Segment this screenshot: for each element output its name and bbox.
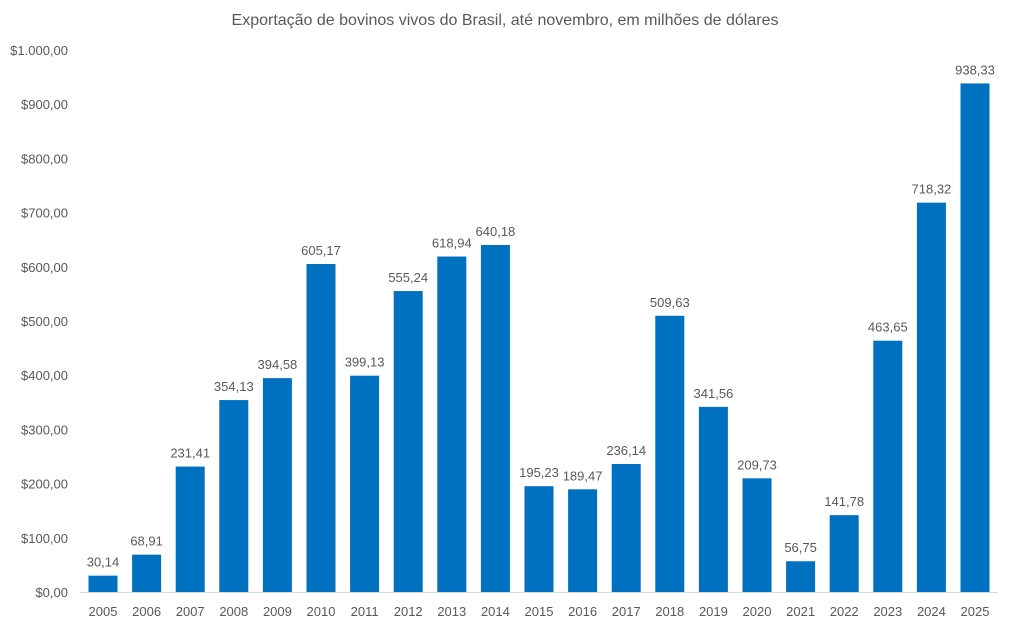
y-tick-label: $300,00 <box>21 422 68 437</box>
y-tick-label: $200,00 <box>21 477 68 492</box>
bar-2023 <box>873 340 903 592</box>
x-tick-label: 2025 <box>961 604 990 619</box>
data-label: 555,24 <box>388 270 428 285</box>
data-label: 640,18 <box>476 224 516 239</box>
bar-2021 <box>786 561 816 592</box>
bar-2018 <box>655 315 685 592</box>
data-label: 56,75 <box>784 540 817 555</box>
x-axis: 2005 2006 2007 2008 2009 2010 2011 2012 2013 2014… <box>89 604 990 619</box>
x-tick-label: 2006 <box>132 604 161 619</box>
x-tick-label: 2018 <box>655 604 684 619</box>
bar-2020 <box>742 478 772 592</box>
bars: 30,14 68,91 231,41 354,13 394,58 605,17 399,13… <box>87 62 995 592</box>
data-label: 189,47 <box>563 468 603 483</box>
bar-2017 <box>611 464 641 592</box>
data-label: 354,13 <box>214 379 254 394</box>
data-label: 509,63 <box>650 295 690 310</box>
y-tick-label: $1.000,00 <box>10 43 68 58</box>
y-tick-label: $500,00 <box>21 314 68 329</box>
bar-2022 <box>829 515 859 592</box>
bar-2011 <box>350 375 380 592</box>
x-tick-label: 2014 <box>481 604 510 619</box>
bar-2019 <box>698 406 728 592</box>
data-label: 141,78 <box>824 494 864 509</box>
x-tick-label: 2024 <box>917 604 946 619</box>
bar-2016 <box>568 489 598 592</box>
chart-title: Exportação de bovinos vivos do Brasil, a… <box>232 12 779 29</box>
x-tick-label: 2011 <box>351 604 379 619</box>
bar-2014 <box>480 245 510 592</box>
x-tick-label: 2023 <box>873 604 902 619</box>
data-label: 236,14 <box>606 443 646 458</box>
y-tick-label: $100,00 <box>21 531 68 546</box>
x-tick-label: 2010 <box>307 604 336 619</box>
bar-2009 <box>262 378 292 592</box>
x-tick-label: 2007 <box>176 604 205 619</box>
x-tick-label: 2013 <box>437 604 466 619</box>
bar-2013 <box>437 256 467 592</box>
data-label: 718,32 <box>912 182 952 197</box>
bar-2015 <box>524 486 554 592</box>
x-tick-label: 2022 <box>830 604 859 619</box>
y-tick-label: $0,00 <box>35 585 68 600</box>
x-tick-label: 2008 <box>219 604 248 619</box>
y-tick-label: $700,00 <box>21 206 68 221</box>
data-label: 394,58 <box>258 357 298 372</box>
x-tick-label: 2020 <box>743 604 772 619</box>
bar-2010 <box>306 263 336 592</box>
bar-2012 <box>393 291 423 592</box>
x-tick-label: 2017 <box>612 604 641 619</box>
data-label: 399,13 <box>345 355 385 370</box>
data-label: 605,17 <box>301 243 341 258</box>
data-label: 341,56 <box>694 386 734 401</box>
data-label: 618,94 <box>432 236 472 251</box>
data-label: 209,73 <box>737 457 777 472</box>
x-tick-label: 2016 <box>568 604 597 619</box>
bar-2005 <box>88 575 118 592</box>
bar-2006 <box>132 554 162 592</box>
bar-2025 <box>960 83 990 592</box>
bar-2024 <box>916 202 946 592</box>
y-axis: $0,00 $100,00 $200,00 $300,00 $400,00 $500,00… <box>10 43 68 600</box>
x-tick-label: 2019 <box>699 604 728 619</box>
data-label: 463,65 <box>868 320 908 335</box>
y-tick-label: $800,00 <box>21 151 68 166</box>
bar-2007 <box>175 466 205 592</box>
data-label: 68,91 <box>130 534 163 549</box>
y-tick-label: $400,00 <box>21 368 68 383</box>
x-tick-label: 2012 <box>394 604 423 619</box>
y-tick-label: $600,00 <box>21 260 68 275</box>
y-tick-label: $900,00 <box>21 97 68 112</box>
bar-2008 <box>219 400 249 592</box>
x-tick-label: 2009 <box>263 604 292 619</box>
x-tick-label: 2015 <box>525 604 554 619</box>
x-tick-label: 2005 <box>89 604 118 619</box>
data-label: 231,41 <box>170 446 210 461</box>
data-label: 938,33 <box>955 62 995 77</box>
data-label: 195,23 <box>519 465 559 480</box>
x-tick-label: 2021 <box>786 604 815 619</box>
data-label: 30,14 <box>87 555 120 570</box>
